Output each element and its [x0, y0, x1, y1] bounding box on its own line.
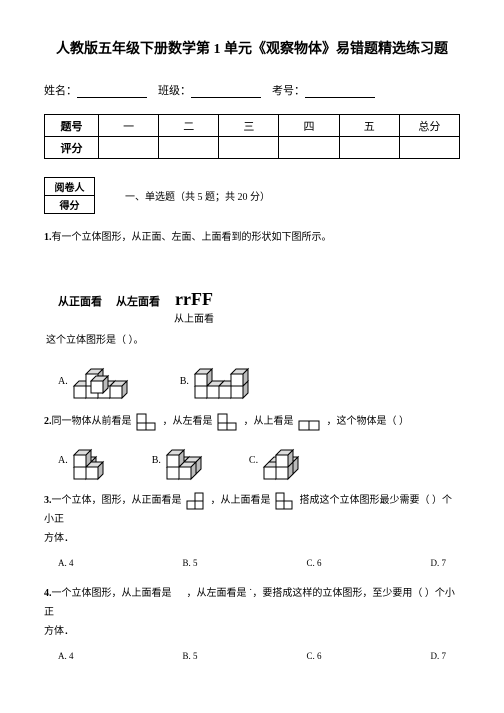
q3-t2: ，从上面看是: [211, 495, 271, 506]
cell: [219, 137, 279, 159]
ans-a: A. 4: [58, 651, 74, 661]
class-label: 班级：: [158, 85, 191, 97]
q2-num: 2.: [44, 416, 52, 427]
table-row: 评分: [45, 137, 460, 159]
view-top-block: rrFF 从上面看: [174, 289, 214, 325]
cell: [399, 137, 459, 159]
q3-num: 3.: [44, 495, 52, 506]
th-3: 三: [219, 115, 279, 137]
opt-a: A.: [58, 360, 150, 402]
q1-line: 1.有一个立体图形，从正面、左面、上面看到的形状如下图所示。: [44, 228, 460, 247]
opt-b: B.: [152, 439, 225, 481]
th-2: 二: [159, 115, 219, 137]
q1b-line: 这个立体图形是（ ）。: [46, 331, 460, 350]
th-5: 五: [339, 115, 399, 137]
q3-line2: 方体．: [44, 529, 460, 548]
ans-d: D. 7: [430, 651, 446, 661]
th-4: 四: [279, 115, 339, 137]
q2-options: A. B. C.: [58, 439, 460, 481]
view-left: 从左面看: [116, 293, 160, 309]
sq-icon: [275, 491, 295, 510]
score-table: 题号 一 二 三 四 五 总分 评分: [44, 114, 460, 159]
th-1: 一: [99, 115, 159, 137]
cell: [159, 137, 219, 159]
opt-a-label: A.: [58, 455, 68, 466]
name-label: 姓名：: [44, 85, 77, 97]
opt-a-label: A.: [58, 376, 68, 387]
exam-label: 考号：: [272, 85, 305, 97]
ans-a: A. 4: [58, 558, 74, 568]
cube-figure: [72, 360, 150, 402]
opt-c-label: C.: [249, 455, 258, 466]
opt-b: B.: [180, 360, 271, 402]
class-blank: [191, 86, 261, 98]
q1-text: 有一个立体图形，从正面、左面、上面看到的形状如下图所示。: [52, 232, 332, 243]
q2-t1: 同一物体从前看是: [52, 416, 132, 427]
q3-answers: A. 4 B. 5 C. 6 D. 7: [58, 558, 446, 568]
opt-b-label: B.: [180, 376, 189, 387]
q2-t2: ，从左看是: [163, 416, 213, 427]
cell: [279, 137, 339, 159]
exam-blank: [305, 86, 375, 98]
sq-icon: [136, 412, 158, 431]
cube-figure: [262, 439, 318, 481]
q2-line: 2.同一物体从前看是 ，从左看是 ，从上看是 ，这个物体是（ ）: [44, 412, 460, 431]
q4-answers: A. 4 B. 5 C. 6 D. 7: [58, 651, 446, 661]
ans-b: B. 5: [182, 558, 197, 568]
sq-icon: [186, 491, 206, 510]
opt-b-label: B.: [152, 455, 161, 466]
opt-a: A.: [58, 439, 128, 481]
view-front: 从正面看: [58, 293, 102, 309]
th-score: 评分: [45, 137, 99, 159]
th-total: 总分: [399, 115, 459, 137]
view-top: 从上面看: [174, 314, 214, 325]
q2-t4: ，这个物体是（ ）: [327, 416, 410, 427]
cube-figure: [165, 439, 225, 481]
mini-table: 阅卷人 得分: [44, 177, 95, 214]
opt-c: C.: [249, 439, 318, 481]
sq-icon: [298, 412, 322, 431]
mini-r1: 阅卷人: [45, 178, 95, 196]
section-header: 阅卷人 得分 一、单选题（共 5 题；共 20 分）: [44, 177, 460, 214]
top-big: rrFF: [175, 289, 213, 309]
q2-t3: ，从上看是: [244, 416, 294, 427]
section-label: 一、单选题（共 5 题；共 20 分）: [125, 188, 270, 203]
q4-line2: 方体．: [44, 622, 460, 641]
ans-b: B. 5: [182, 651, 197, 661]
cell: [99, 137, 159, 159]
ans-c: C. 6: [306, 558, 321, 568]
info-line: 姓名： 班级： 考号：: [44, 82, 460, 98]
q3-line: 3.一个立体，图形，从正面看是 ，从上面看是 搭成这个立体图形最少需要（ ）个小…: [44, 491, 460, 529]
page-title: 人教版五年级下册数学第 1 单元《观察物体》易错题精选练习题: [44, 38, 460, 58]
cube-figure: [193, 360, 271, 402]
sq-icon: [217, 412, 239, 431]
q4-t1: 一个立体图形，从上面看是: [52, 588, 172, 599]
view-labels-row: 从正面看 从左面看 rrFF 从上面看: [58, 289, 460, 325]
q1-num: 1.: [44, 232, 52, 243]
mini-r2: 得分: [45, 196, 95, 214]
ans-d: D. 7: [430, 558, 446, 568]
cell: [339, 137, 399, 159]
table-row: 题号 一 二 三 四 五 总分: [45, 115, 460, 137]
q4-num: 4.: [44, 588, 52, 599]
q4-line: 4.一个立体图形，从上面看是 ，从左面看是 ˙，要搭成这样的立体图形，至少要用（…: [44, 584, 460, 622]
th-num: 题号: [45, 115, 99, 137]
q3-t1: 一个立体，图形，从正面看是: [52, 495, 182, 506]
cube-figure: [72, 439, 128, 481]
ans-c: C. 6: [306, 651, 321, 661]
name-blank: [77, 86, 147, 98]
q1-options: A. B.: [58, 360, 460, 402]
